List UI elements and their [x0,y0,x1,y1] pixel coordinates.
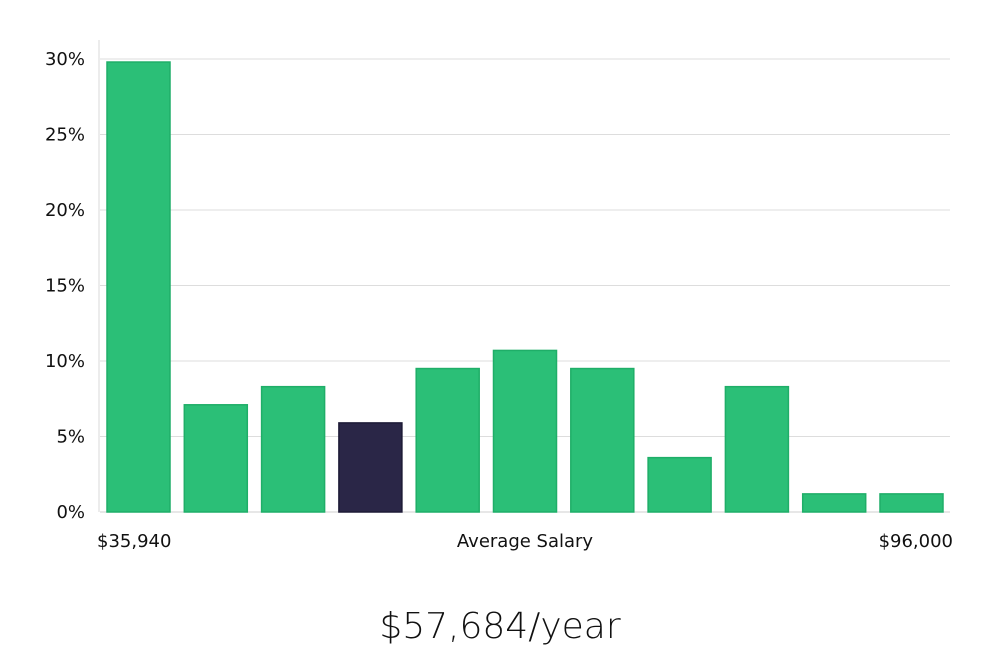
x-axis-title: Average Salary [457,531,594,552]
y-axis-ticks: 0% 5% 10% 15% 20% 25% 30% [45,49,85,523]
bar [724,385,790,513]
y-tick-label: 5% [56,427,85,448]
y-tick-label: 10% [45,351,85,372]
bar [415,367,480,513]
y-tick-label: 25% [45,125,85,146]
bar [260,385,326,513]
average-salary-value: $57,684/year [379,606,621,647]
y-tick-label: 0% [56,502,85,523]
y-tick-label: 20% [45,200,85,221]
x-max-label: $96,000 [879,531,953,552]
bar [570,367,635,513]
bar [801,493,867,513]
bar [879,493,944,513]
bar [492,349,558,513]
y-tick-label: 15% [45,276,85,297]
bars [106,61,944,513]
bar-highlighted [338,422,403,513]
bar [647,456,712,513]
bar [183,404,249,513]
y-tick-label: 30% [45,49,85,70]
x-min-label: $35,940 [97,531,171,552]
salary-histogram: 0% 5% 10% 15% 20% 25% 30% $35,940 Average Sala… [45,40,953,552]
bar [106,61,171,513]
